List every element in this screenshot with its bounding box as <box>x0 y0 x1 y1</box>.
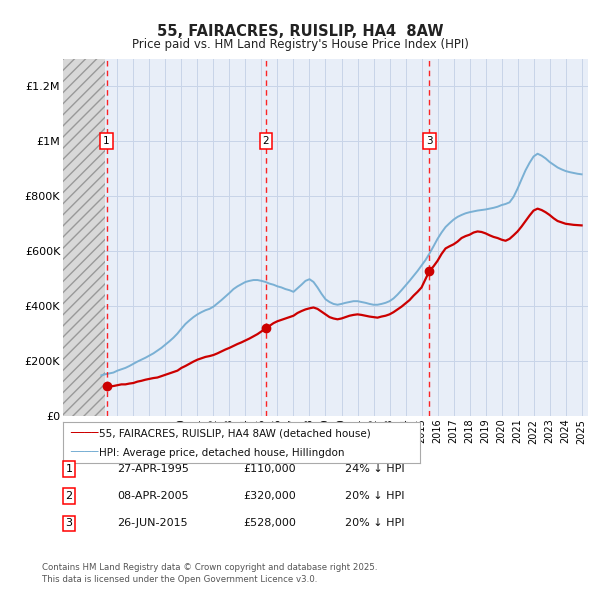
Text: 1: 1 <box>103 136 110 146</box>
Text: 27-APR-1995: 27-APR-1995 <box>117 464 189 474</box>
Text: 3: 3 <box>426 136 433 146</box>
Text: 20% ↓ HPI: 20% ↓ HPI <box>345 491 404 501</box>
Text: £110,000: £110,000 <box>243 464 296 474</box>
Text: £320,000: £320,000 <box>243 491 296 501</box>
Text: 55, FAIRACRES, RUISLIP, HA4 8AW (detached house): 55, FAIRACRES, RUISLIP, HA4 8AW (detache… <box>99 428 371 438</box>
Text: 2: 2 <box>65 491 73 501</box>
Text: 08-APR-2005: 08-APR-2005 <box>117 491 188 501</box>
Text: 2: 2 <box>262 136 269 146</box>
Text: £528,000: £528,000 <box>243 519 296 528</box>
Text: 26-JUN-2015: 26-JUN-2015 <box>117 519 188 528</box>
Text: ────: ──── <box>70 427 98 440</box>
Text: 55, FAIRACRES, RUISLIP, HA4  8AW: 55, FAIRACRES, RUISLIP, HA4 8AW <box>157 24 443 38</box>
Bar <box>63 59 106 416</box>
Text: 20% ↓ HPI: 20% ↓ HPI <box>345 519 404 528</box>
Text: Contains HM Land Registry data © Crown copyright and database right 2025.: Contains HM Land Registry data © Crown c… <box>42 563 377 572</box>
Text: HPI: Average price, detached house, Hillingdon: HPI: Average price, detached house, Hill… <box>99 448 344 458</box>
Text: 3: 3 <box>65 519 73 528</box>
Text: Price paid vs. HM Land Registry's House Price Index (HPI): Price paid vs. HM Land Registry's House … <box>131 38 469 51</box>
Text: ────: ──── <box>70 446 98 460</box>
Text: 24% ↓ HPI: 24% ↓ HPI <box>345 464 404 474</box>
Text: 1: 1 <box>65 464 73 474</box>
Text: This data is licensed under the Open Government Licence v3.0.: This data is licensed under the Open Gov… <box>42 575 317 584</box>
